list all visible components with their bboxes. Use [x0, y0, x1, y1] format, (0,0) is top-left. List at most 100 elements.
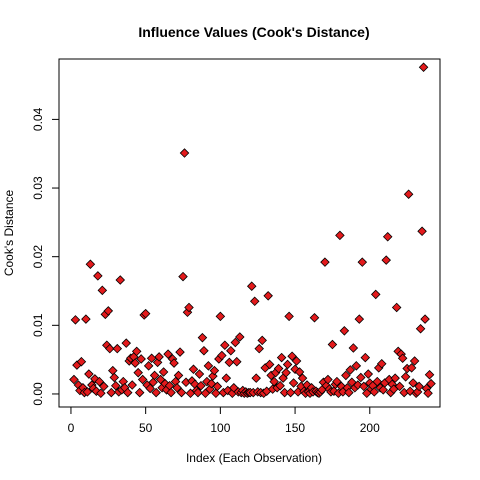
data-point: [273, 363, 284, 374]
data-point: [246, 281, 257, 291]
data-point: [345, 365, 356, 375]
data-point: [281, 367, 291, 378]
data-point: [290, 364, 300, 375]
data-point: [397, 353, 408, 364]
data-point: [390, 373, 400, 383]
data-point: [212, 381, 223, 392]
data-point: [420, 314, 430, 324]
data-point: [199, 345, 209, 356]
data-point: [151, 387, 161, 398]
data-point: [356, 372, 366, 383]
data-point: [220, 340, 230, 350]
data-point: [408, 378, 418, 388]
data-point: [269, 376, 279, 387]
data-point: [166, 387, 176, 398]
data-point: [400, 372, 411, 382]
data-point: [121, 338, 132, 348]
data-point: [370, 289, 381, 300]
y-tick-label: 0.04: [31, 107, 45, 131]
data-point: [344, 387, 354, 398]
y-tick-label: 0.00: [31, 382, 45, 406]
data-point: [276, 352, 287, 363]
data-point: [145, 383, 155, 394]
data-point: [179, 148, 190, 158]
data-point: [105, 343, 115, 354]
data-point: [70, 315, 81, 325]
data-point: [287, 351, 297, 361]
data-point: [335, 230, 345, 241]
data-point: [158, 367, 169, 377]
data-point: [294, 367, 305, 377]
data-point: [85, 259, 96, 269]
data-point: [232, 356, 242, 367]
data-point: [111, 380, 121, 391]
data-point: [235, 332, 245, 342]
data-point: [264, 359, 275, 370]
data-point: [327, 339, 338, 350]
chart-title: Influence Values (Cook's Distance): [138, 24, 369, 40]
data-point: [163, 349, 173, 359]
data-point: [424, 369, 435, 380]
data-point: [211, 388, 221, 399]
data-point: [360, 352, 371, 363]
data-point: [173, 370, 184, 381]
data-point: [217, 350, 227, 361]
data-point: [169, 358, 179, 368]
data-point: [378, 385, 388, 395]
data-point: [209, 365, 220, 376]
data-point: [405, 386, 415, 396]
data-point: [215, 311, 226, 322]
data-point: [297, 373, 308, 383]
data-point: [224, 357, 235, 368]
x-axis: 0 50 100 150 200: [68, 406, 380, 435]
data-point: [359, 381, 369, 392]
data-point: [254, 343, 264, 354]
data-point: [320, 257, 330, 267]
data-point: [76, 356, 87, 367]
data-point: [221, 373, 232, 383]
data-point: [109, 372, 120, 383]
data-point: [175, 347, 185, 357]
data-point: [94, 376, 105, 387]
data-point: [97, 285, 108, 296]
data-point: [406, 363, 417, 373]
data-point: [341, 370, 351, 381]
data-point: [339, 326, 350, 336]
data-point: [415, 323, 426, 334]
data-point: [226, 345, 236, 356]
data-point: [291, 356, 302, 366]
x-tick-label: 150: [285, 421, 305, 435]
data-point: [323, 374, 333, 385]
y-tick-label: 0.01: [31, 313, 45, 337]
data-point: [257, 335, 267, 346]
data-point: [391, 302, 402, 313]
y-axis: 0.00 0.01 0.02 0.03 0.04: [31, 107, 60, 406]
data-point: [329, 386, 339, 396]
x-axis-label: Index (Each Observation): [186, 451, 322, 465]
data-point: [249, 296, 260, 307]
data-point: [112, 343, 123, 354]
data-point: [154, 352, 164, 362]
data-point: [148, 377, 158, 388]
data-point: [263, 291, 273, 301]
data-point: [149, 370, 160, 381]
data-point: [197, 332, 208, 343]
data-point: [69, 374, 79, 385]
data-point: [282, 359, 293, 370]
data-point: [208, 371, 218, 381]
data-point: [193, 387, 203, 398]
data-point: [351, 361, 362, 371]
data-point: [363, 369, 374, 379]
y-tick-label: 0.02: [31, 245, 45, 269]
data-point: [382, 232, 393, 242]
x-tick-label: 50: [139, 421, 153, 435]
data-point: [409, 356, 420, 366]
data-point: [99, 381, 109, 392]
data-point: [130, 358, 140, 368]
data-points: [69, 62, 436, 399]
data-point: [202, 376, 212, 387]
data-point: [275, 380, 285, 391]
data-point: [418, 62, 429, 73]
